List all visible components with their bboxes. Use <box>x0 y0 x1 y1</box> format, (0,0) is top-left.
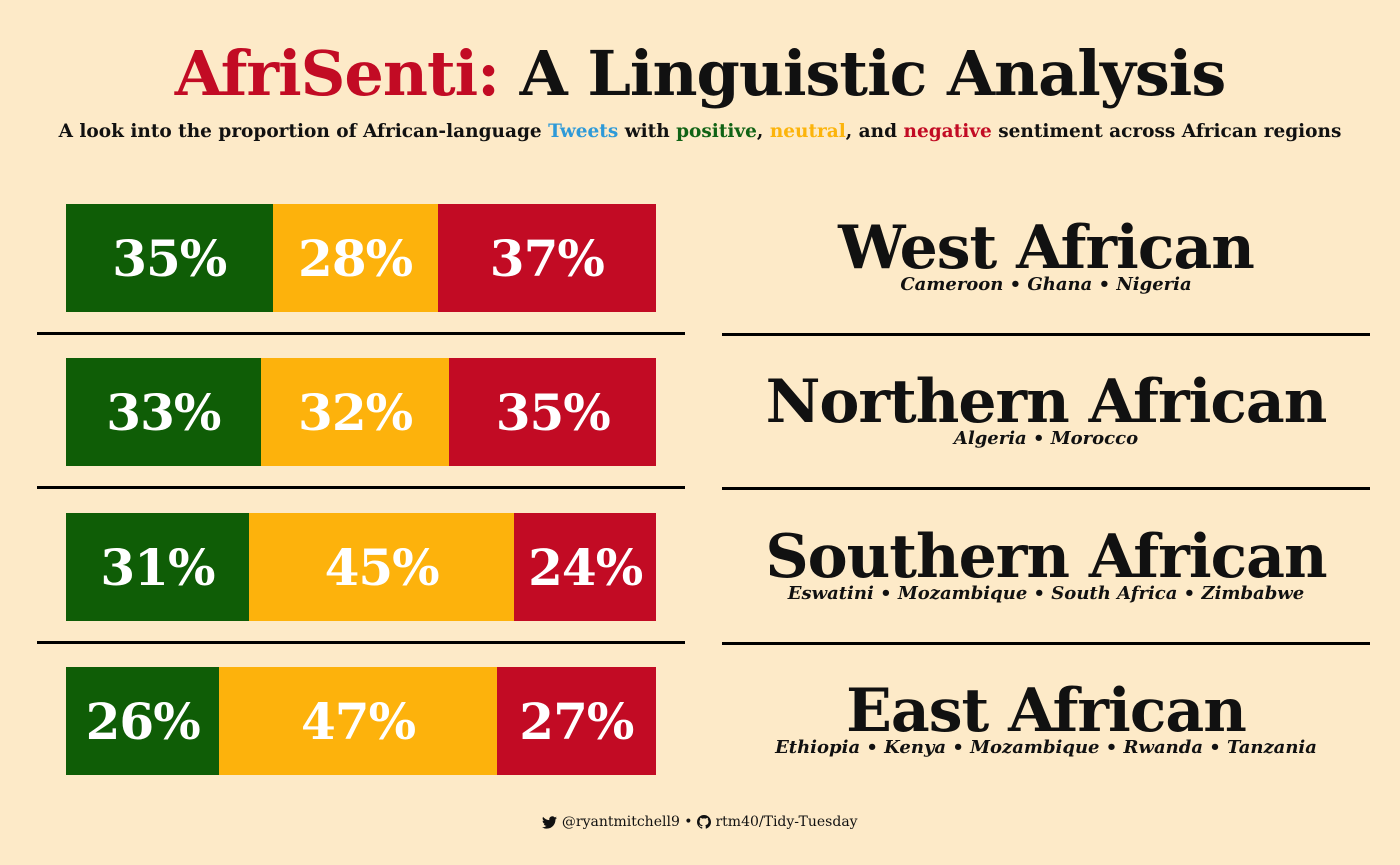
subtitle-part4: sentiment across African regions <box>991 121 1342 142</box>
subtitle-neutral: neutral <box>769 121 846 142</box>
subtitle-positive: positive <box>676 121 757 142</box>
title-brand: AfriSenti: <box>174 37 500 110</box>
region-name: Northern African <box>765 367 1328 437</box>
bar-segment-negative: 24% <box>514 513 656 621</box>
divider-left <box>37 486 685 489</box>
data-label: 35% <box>112 228 227 288</box>
subtitle-tweets: Tweets <box>548 121 619 142</box>
footer: @ryantmitchell9 • rtm40/Tidy-Tuesday <box>0 810 1400 834</box>
region-countries: Eswatini • Mozambique • South Africa • Z… <box>787 583 1305 604</box>
bar-segment-neutral: 32% <box>260 358 450 466</box>
chart-title: AfriSenti: A Linguistic Analysis <box>0 36 1400 112</box>
github-icon <box>697 815 712 829</box>
bar-segment-negative: 35% <box>449 358 656 466</box>
region-countries: Cameroon • Ghana • Nigeria <box>900 274 1192 295</box>
region-name: West African <box>838 213 1255 283</box>
region-label: East African Ethiopia • Kenya • Mozambiqu… <box>722 679 1370 759</box>
subtitle-negative: negative <box>903 121 992 142</box>
bar-segment-positive: 31% <box>66 513 249 621</box>
title-rest: A Linguistic Analysis <box>519 37 1227 110</box>
bar-southern-african: 31% 45% 24% <box>66 513 656 621</box>
bar-east-african: 26% 47% 27% <box>66 667 656 775</box>
subtitle-comma: , <box>756 121 770 142</box>
data-label: 28% <box>298 228 413 288</box>
bar-segment-neutral: 45% <box>248 513 515 621</box>
region-label: Northern African Algeria • Morocco <box>722 370 1370 450</box>
region-name: East African <box>846 676 1247 746</box>
data-label: 37% <box>489 228 605 288</box>
divider-right <box>722 487 1370 490</box>
data-label: 24% <box>528 537 643 597</box>
subtitle-part3: , and <box>845 121 904 142</box>
region-countries: Ethiopia • Kenya • Mozambique • Rwanda •… <box>775 737 1317 758</box>
data-label: 33% <box>106 382 221 442</box>
bar-segment-negative: 37% <box>437 204 656 312</box>
bar-segment-negative: 27% <box>496 667 656 775</box>
data-label: 32% <box>298 382 413 442</box>
region-label: Southern African Eswatini • Mozambique • … <box>722 525 1370 605</box>
divider-right <box>722 333 1370 336</box>
region-name: Southern African <box>765 522 1327 592</box>
github-repo[interactable]: rtm40/Tidy-Tuesday <box>715 814 858 830</box>
subtitle-part2: with <box>618 121 677 142</box>
bar-segment-neutral: 28% <box>272 204 438 312</box>
divider-right <box>722 642 1370 645</box>
chart-subtitle: A look into the proportion of African-la… <box>0 118 1400 146</box>
bar-segment-neutral: 47% <box>219 667 497 775</box>
bar-west-african: 35% 28% 37% <box>66 204 656 312</box>
data-label: 31% <box>100 537 215 597</box>
data-label: 26% <box>85 691 201 751</box>
twitter-handle[interactable]: @ryantmitchell9 <box>561 814 680 830</box>
bar-northern-african: 33% 32% 35% <box>66 358 656 466</box>
bar-segment-positive: 26% <box>66 667 220 775</box>
data-label: 47% <box>300 691 416 751</box>
twitter-bird-icon <box>542 816 558 829</box>
bar-segment-positive: 35% <box>66 204 273 312</box>
region-label: West African Cameroon • Ghana • Nigeria <box>722 216 1370 296</box>
data-label: 27% <box>519 691 634 751</box>
footer-separator: • <box>679 814 698 830</box>
data-label: 45% <box>324 537 440 597</box>
subtitle-part1: A look into the proportion of African-la… <box>58 121 549 142</box>
bar-segment-positive: 33% <box>66 358 261 466</box>
region-countries: Algeria • Morocco <box>953 428 1139 449</box>
data-label: 35% <box>495 382 611 442</box>
divider-left <box>37 332 685 335</box>
divider-left <box>37 641 685 644</box>
